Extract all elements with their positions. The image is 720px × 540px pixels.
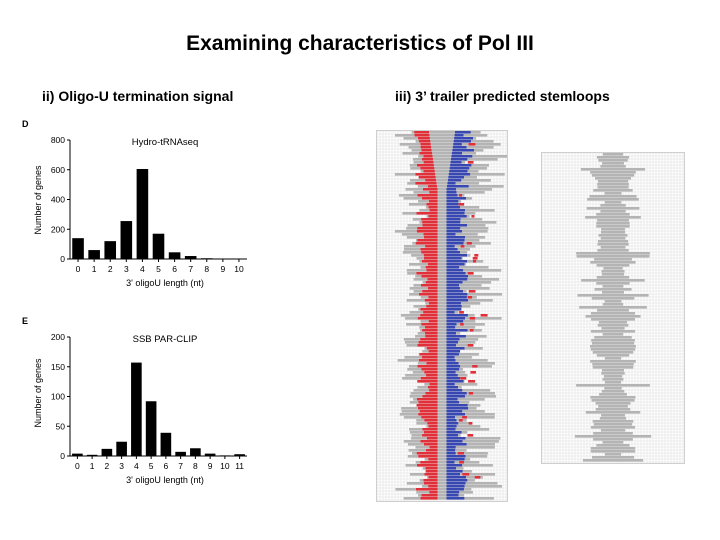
y-tick-label: 50: [56, 421, 66, 431]
bar: [86, 454, 98, 456]
bar: [204, 453, 216, 456]
x-tick-label: 1: [90, 461, 95, 471]
plot-area-d: 0 200 400 600 800 0 1 2 3 4 5 6 7 8 9 10: [51, 135, 247, 274]
stemloop-alignment-grey: [541, 152, 685, 464]
bar: [136, 169, 149, 259]
bar: [184, 256, 197, 259]
y-axis-label-e: Number of genes: [33, 358, 43, 428]
panel-label-d: D: [22, 119, 29, 129]
y-tick-label: 400: [51, 195, 65, 205]
x-tick-label: 6: [164, 461, 169, 471]
bar: [219, 455, 231, 457]
oligo-u-heading: ii) Oligo-U termination signal: [42, 88, 234, 104]
x-tick-label: 7: [178, 461, 183, 471]
bar: [145, 401, 157, 456]
stemloop-alignment-colored-graphic: [376, 130, 508, 501]
bar: [168, 252, 181, 259]
y-tick-label: 0: [60, 451, 65, 461]
bar: [101, 448, 113, 456]
chart-title-d: Hydro-tRNAseq: [132, 137, 199, 148]
page-title: Examining characteristics of Pol III: [186, 32, 534, 55]
x-axis-label-d: 3' oligoU length (nt): [126, 278, 204, 288]
bar: [131, 362, 142, 456]
bar: [152, 233, 165, 259]
x-tick-label: 0: [75, 461, 80, 471]
bar: [175, 451, 186, 456]
y-tick-label: 800: [51, 135, 65, 145]
bar: [217, 258, 229, 260]
y-tick-label: 600: [51, 165, 65, 175]
x-tick-label: 11: [235, 461, 244, 471]
x-tick-label: 4: [134, 461, 139, 471]
bar: [72, 453, 83, 456]
x-tick-label: 9: [220, 264, 225, 274]
bar: [160, 432, 172, 456]
x-tick-label: 8: [193, 461, 198, 471]
x-tick-label: 10: [234, 264, 244, 274]
y-tick-label: 150: [51, 362, 65, 372]
y-tick-label: 200: [51, 224, 65, 234]
ssb-par-clip-chart: E SSB PAR-CLIP Number of genes 3' oligoU…: [22, 316, 247, 485]
x-tick-label: 9: [208, 461, 213, 471]
bar: [200, 258, 213, 259]
x-tick-label: 4: [140, 264, 145, 274]
panel-label-e: E: [22, 316, 28, 326]
x-tick-label: 5: [156, 264, 161, 274]
x-tick-label: 0: [76, 264, 81, 274]
y-tick-label: 0: [60, 254, 65, 264]
bar: [88, 250, 100, 259]
x-tick-label: 3: [119, 461, 124, 471]
stemloop-alignment-colored: [376, 130, 508, 502]
x-tick-label: 1: [92, 264, 97, 274]
bar: [116, 441, 127, 456]
stemloop-alignment-grey-graphic: [541, 152, 684, 463]
bar: [234, 454, 245, 456]
x-tick-label: 6: [172, 264, 177, 274]
bar: [72, 238, 84, 259]
x-tick-label: 8: [204, 264, 209, 274]
bar: [104, 241, 117, 259]
x-tick-label: 10: [220, 461, 230, 471]
x-tick-label: 2: [108, 264, 113, 274]
chart-title-e: SSB PAR-CLIP: [133, 334, 198, 345]
x-tick-label: 5: [149, 461, 154, 471]
x-tick-label: 3: [124, 264, 129, 274]
x-axis-label-e: 3' oligoU length (nt): [126, 475, 204, 485]
bar: [120, 221, 133, 259]
y-tick-label: 200: [51, 332, 65, 342]
stemloop-heading: iii) 3’ trailer predicted stemloops: [395, 88, 610, 104]
x-tick-label: 7: [188, 264, 193, 274]
x-tick-label: 2: [105, 461, 110, 471]
hydro-trnaseq-chart: D Hydro-tRNAseq Number of genes 3' oligo…: [22, 119, 247, 288]
y-tick-label: 100: [51, 392, 65, 402]
y-axis-label-d: Number of genes: [33, 165, 43, 235]
bar: [190, 448, 201, 456]
